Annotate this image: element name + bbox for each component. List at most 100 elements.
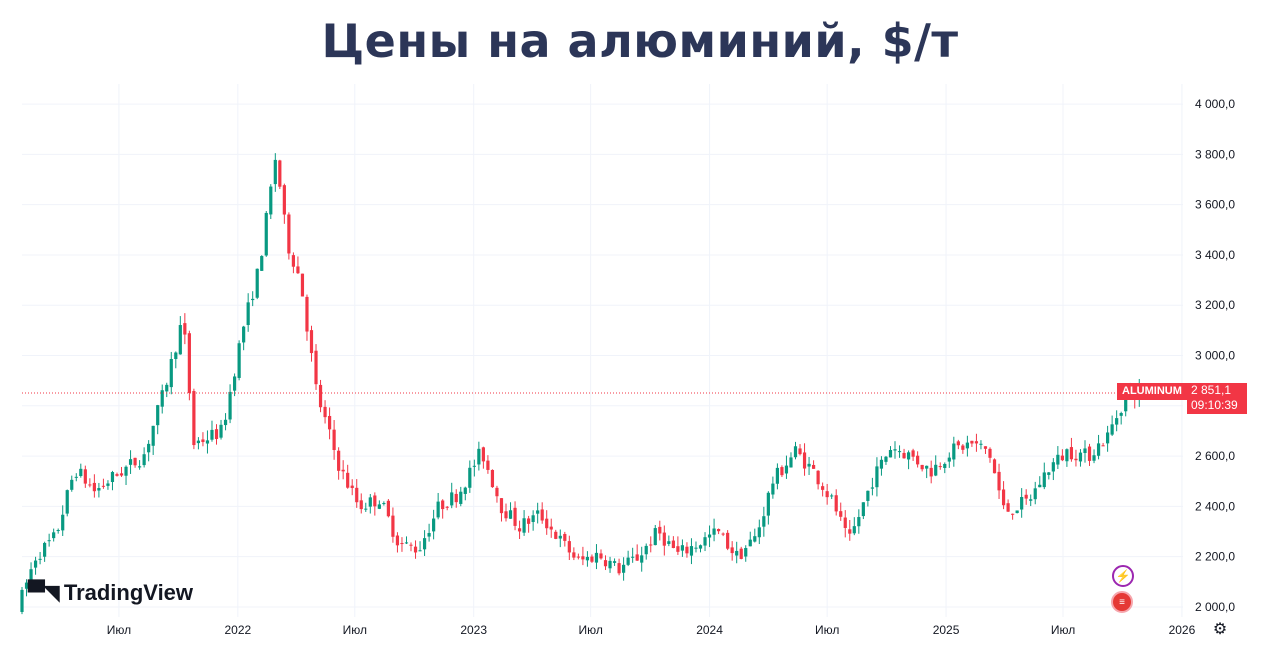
- y-tick-label: 2 400,0: [1195, 499, 1235, 513]
- candle-body: [196, 440, 201, 444]
- candle-body: [825, 491, 829, 498]
- x-tick-label: Июл: [578, 623, 602, 637]
- candle-body: [1060, 455, 1064, 461]
- candle-body: [1033, 488, 1037, 500]
- candle-body: [264, 212, 268, 256]
- candle-body: [992, 459, 997, 474]
- candle-body: [165, 384, 169, 392]
- candle-body: [508, 510, 513, 519]
- candle-body: [219, 424, 223, 438]
- candle-body: [237, 343, 241, 378]
- candle-body: [649, 544, 653, 546]
- x-tick-label: 2022: [224, 623, 251, 637]
- candle-body: [391, 515, 395, 537]
- candle-body: [698, 545, 703, 549]
- candle-body: [662, 532, 666, 546]
- candle-body: [382, 503, 386, 505]
- chart-grid: [22, 84, 1183, 617]
- candle-body: [377, 504, 381, 509]
- candle-body: [789, 457, 793, 468]
- candle-body: [631, 556, 635, 558]
- candle-body: [296, 266, 300, 274]
- tradingview-logo-icon: ▀◥: [28, 580, 60, 606]
- us-flag-icon[interactable]: ≡: [1111, 591, 1133, 613]
- candle-body: [947, 457, 951, 462]
- candle-body: [558, 535, 562, 539]
- candle-body: [884, 456, 888, 462]
- candle-body: [716, 529, 721, 532]
- candle-body: [563, 533, 567, 541]
- candle-body: [404, 542, 409, 544]
- candle-body: [1106, 432, 1110, 444]
- candle-body: [1074, 458, 1078, 461]
- candle-body: [133, 457, 137, 466]
- candle-body: [870, 487, 874, 489]
- last-price-tag: 2 851,1 09:10:39: [1187, 383, 1247, 414]
- candle-body: [929, 467, 933, 477]
- candle-body: [468, 467, 472, 488]
- candle-body: [943, 463, 947, 468]
- candle-body: [309, 330, 314, 354]
- candle-body: [802, 452, 807, 469]
- candle-body: [350, 485, 354, 489]
- candle-series: [20, 153, 1141, 615]
- candle-body: [816, 470, 820, 485]
- candle-body: [318, 384, 323, 408]
- candle-body: [187, 333, 191, 393]
- candle-body: [513, 507, 517, 526]
- candle-body: [807, 463, 811, 467]
- y-tick-label: 3 800,0: [1195, 147, 1235, 161]
- candle-body: [368, 497, 372, 507]
- candle-body: [228, 391, 232, 420]
- candle-body: [92, 482, 96, 492]
- candle-body: [1096, 443, 1101, 456]
- candle-body: [934, 464, 938, 476]
- candle-body: [603, 560, 608, 567]
- candle-body: [762, 516, 766, 527]
- candle-body: [911, 450, 915, 457]
- candle-body: [1011, 513, 1015, 515]
- candle-body: [291, 255, 296, 267]
- candle-body: [839, 511, 843, 517]
- candle-body: [1038, 484, 1042, 488]
- candle-body: [676, 546, 680, 552]
- candle-body: [65, 490, 69, 514]
- candle-body: [1056, 454, 1060, 465]
- candle-body: [88, 484, 92, 486]
- candle-body: [988, 448, 992, 458]
- candle-body: [110, 472, 115, 483]
- candle-body: [269, 186, 273, 215]
- candle-body: [1124, 394, 1128, 412]
- candle-body: [612, 561, 617, 563]
- candle-body: [359, 500, 363, 510]
- candle-body: [445, 506, 449, 508]
- candle-body: [545, 518, 549, 529]
- candle-body: [341, 469, 345, 472]
- candle-body: [848, 529, 852, 534]
- candle-body: [413, 546, 418, 553]
- lightning-icon[interactable]: ⚡: [1112, 565, 1134, 587]
- candle-body: [490, 469, 495, 488]
- candle-body: [726, 532, 730, 549]
- gear-icon[interactable]: ⚙: [1212, 621, 1228, 638]
- candle-body: [888, 449, 893, 458]
- candle-body: [1001, 489, 1006, 506]
- tradingview-logo[interactable]: ▀◥ TradingView: [28, 580, 193, 606]
- candle-body: [106, 483, 110, 486]
- candle-body: [653, 528, 657, 546]
- candle-body: [305, 296, 309, 332]
- candle-body: [355, 487, 359, 503]
- candle-body: [852, 526, 856, 534]
- x-tick-label: Июл: [815, 623, 839, 637]
- candle-body: [486, 460, 490, 470]
- candle-body: [156, 405, 160, 426]
- candle-body: [572, 552, 576, 558]
- candle-body: [1078, 452, 1083, 462]
- candle-body: [685, 546, 689, 554]
- candle-body: [780, 467, 784, 476]
- x-tick-label: Июл: [107, 623, 131, 637]
- candle-body: [522, 518, 526, 533]
- y-tick-label: 3 400,0: [1195, 248, 1235, 262]
